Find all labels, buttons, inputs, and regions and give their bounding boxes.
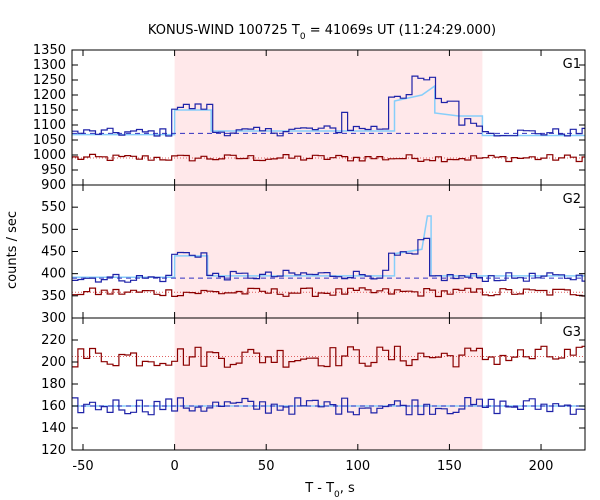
chart-title: KONUS-WIND 100725 T0 = 41069s UT (11:24:… (148, 23, 496, 42)
x-tick-label: 200 (529, 459, 554, 474)
highlight-interval (174, 318, 483, 450)
panel-g2: 550 500 450 400 350 300 G2 (41, 184, 586, 326)
light-series-line (72, 75, 585, 137)
panel-g3: 220 200 180 160 140 120 G3 (41, 317, 586, 458)
dark-series-line (72, 345, 585, 368)
x-tick-label: 150 (437, 459, 462, 474)
x-tick-label: 0 (170, 459, 178, 474)
xlabel-rest: , s (340, 481, 355, 496)
y-tick-label: 550 (41, 200, 66, 215)
x-tick-label: 100 (345, 459, 370, 474)
x-tick-label: 50 (258, 459, 275, 474)
y-tick-label: 1300 (33, 58, 66, 73)
highlight-interval (174, 50, 483, 185)
plot-area: 13501300125012001150110010501000950900G1… (33, 43, 586, 474)
title-sub: 0 (300, 32, 306, 42)
light-series-line (72, 397, 585, 416)
y-tick-label: 120 (41, 443, 66, 458)
y-tick-label: 500 (41, 222, 66, 237)
y-tick-label: 1100 (33, 118, 66, 133)
y-tick-label: 1250 (33, 73, 66, 88)
highlight-interval (174, 185, 483, 318)
svg-text:KONUS-WIND 100725 T0 = 41069s: KONUS-WIND 100725 T0 = 41069s UT (11:24:… (148, 23, 496, 42)
panel-label: G2 (563, 192, 581, 207)
panel-label: G3 (563, 325, 581, 340)
y-tick-label: 1350 (33, 43, 66, 58)
dark-series-line (72, 153, 585, 163)
y-tick-label: 1200 (33, 88, 66, 103)
dark-series-line (72, 287, 585, 298)
y-tick-label: 1000 (33, 148, 66, 163)
y-tick-label: 200 (41, 355, 66, 370)
y-tick-label: 350 (41, 289, 66, 304)
fit-line (72, 215, 585, 278)
y-tick-label: 220 (41, 333, 66, 348)
xlabel-main: T - T (304, 481, 334, 496)
y-tick-label: 450 (41, 245, 66, 260)
y-tick-label: 160 (41, 399, 66, 414)
y-tick-label: 900 (41, 178, 66, 193)
x-axis-title: T - T0, s (304, 481, 355, 500)
panel-label: G1 (563, 57, 581, 72)
title-main: KONUS-WIND 100725 T (148, 23, 300, 38)
y-axis-title: counts / sec (5, 211, 20, 289)
y-tick-label: 140 (41, 421, 66, 436)
y-tick-label: 180 (41, 377, 66, 392)
y-tick-label: 400 (41, 267, 66, 282)
y-tick-label: 1050 (33, 133, 66, 148)
fit-line (72, 84, 585, 137)
xlabel-sub: 0 (334, 490, 340, 500)
y-tick-label: 300 (41, 311, 66, 326)
y-tick-label: 950 (41, 163, 66, 178)
title-rest: = 41069s UT (11:24:29.000) (306, 23, 496, 38)
light-series-line (72, 237, 585, 283)
y-tick-label: 1150 (33, 103, 66, 118)
x-tick-label: -50 (72, 459, 93, 474)
